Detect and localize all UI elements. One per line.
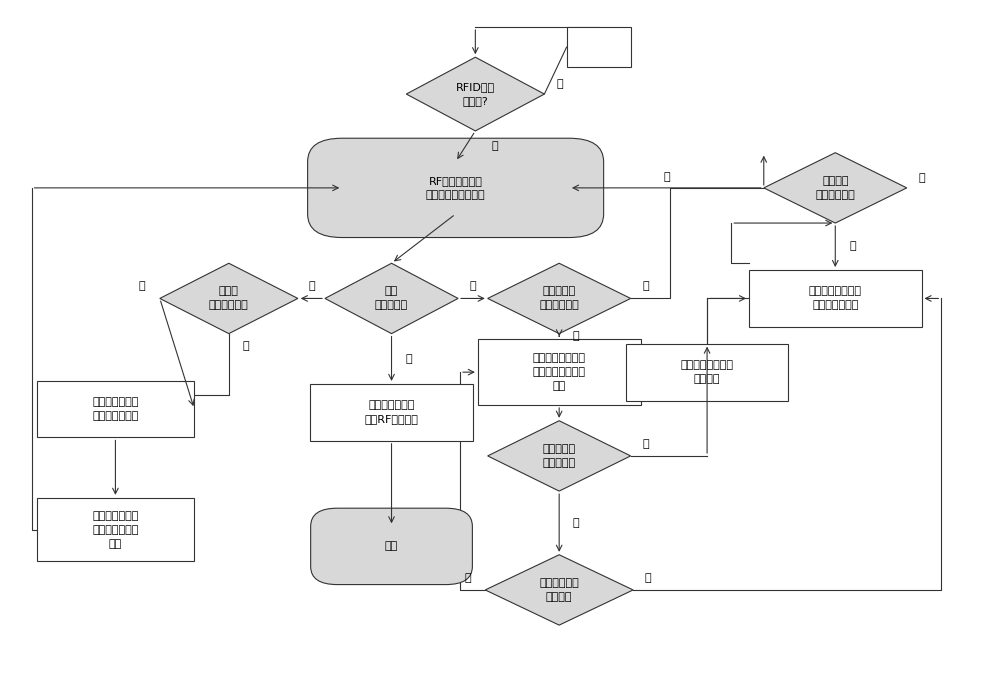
FancyBboxPatch shape [478, 339, 641, 405]
Text: 是否为
开始记录指令: 是否为 开始记录指令 [209, 287, 249, 311]
FancyBboxPatch shape [310, 384, 473, 441]
Text: 否: 否 [465, 573, 471, 583]
Text: 结束: 结束 [385, 541, 398, 551]
Text: 是: 是 [138, 281, 145, 291]
Text: 终止温湿度记录
终止RF模块监听: 终止温湿度记录 终止RF模块监听 [365, 400, 418, 424]
Polygon shape [488, 421, 631, 491]
Text: 是: 是 [573, 332, 580, 341]
Polygon shape [406, 57, 544, 131]
Text: 按照手持设备指
令设定初始信息: 按照手持设备指 令设定初始信息 [92, 397, 139, 421]
Text: 将已上传之数据标
记为已传: 将已上传之数据标 记为已传 [681, 360, 734, 384]
Text: 是否达到
预设休眠时间: 是否达到 预设休眠时间 [815, 176, 855, 200]
Polygon shape [485, 555, 633, 625]
Polygon shape [764, 153, 907, 223]
Text: 手持设备是
否成功接收: 手持设备是 否成功接收 [543, 444, 576, 468]
FancyBboxPatch shape [567, 27, 631, 67]
Text: 是: 是 [645, 573, 652, 583]
Polygon shape [488, 263, 631, 334]
Text: 否: 否 [573, 518, 580, 528]
Text: 是否达到上传
最大次数: 是否达到上传 最大次数 [539, 578, 579, 602]
FancyBboxPatch shape [308, 138, 604, 237]
Text: 否: 否 [470, 281, 476, 291]
Text: 暂停信号监听开始
休眠以节省功耗: 暂停信号监听开始 休眠以节省功耗 [809, 287, 862, 311]
Text: 否: 否 [642, 281, 649, 291]
FancyBboxPatch shape [37, 380, 194, 438]
Text: 是否
为设置指令: 是否 为设置指令 [375, 287, 408, 311]
Text: 开始按设定间隔
感应记录温湿度
数据: 开始按设定间隔 感应记录温湿度 数据 [92, 511, 139, 549]
Text: 是: 是 [663, 172, 670, 182]
Text: 是: 是 [491, 142, 498, 151]
FancyBboxPatch shape [749, 270, 922, 327]
Text: 否: 否 [405, 354, 412, 364]
Text: 否: 否 [849, 241, 856, 252]
FancyBboxPatch shape [37, 498, 194, 562]
Text: 否: 否 [556, 79, 563, 89]
Text: 是: 是 [308, 281, 315, 291]
FancyBboxPatch shape [626, 343, 788, 401]
Text: RF模块开始监听
手持设备发送的信号: RF模块开始监听 手持设备发送的信号 [426, 176, 485, 200]
Text: 否: 否 [243, 341, 249, 351]
Text: 是否请求本
设备传输数据: 是否请求本 设备传输数据 [539, 287, 579, 311]
Text: 向手持设备上传未
传输之温湿度感应
数据: 向手持设备上传未 传输之温湿度感应 数据 [533, 353, 586, 391]
Polygon shape [160, 263, 298, 334]
Text: 否: 否 [919, 173, 925, 183]
Text: RFID标签
被读取?: RFID标签 被读取? [456, 82, 495, 106]
FancyBboxPatch shape [311, 508, 472, 585]
Polygon shape [325, 263, 458, 334]
Text: 是: 是 [642, 439, 649, 449]
